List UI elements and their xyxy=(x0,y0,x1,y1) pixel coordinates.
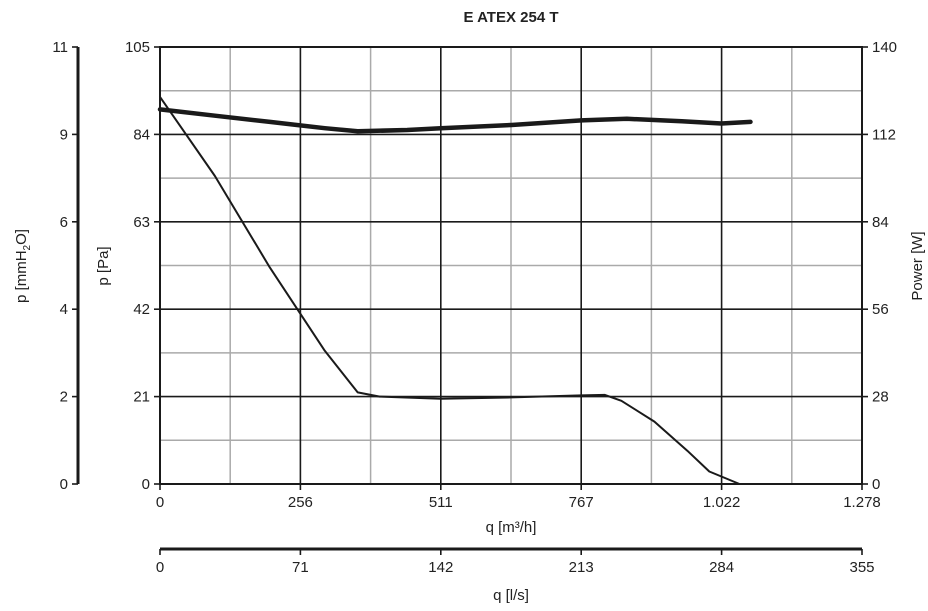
tick-label-mmh2o: 11 xyxy=(52,39,68,56)
tick-label-ls: 284 xyxy=(709,559,734,576)
tick-label-ls: 71 xyxy=(292,559,309,576)
chart-title: E ATEX 254 T xyxy=(463,9,558,26)
tick-label-pa: 42 xyxy=(133,301,150,318)
x-axis-label-m3h: q [m³/h] xyxy=(486,519,537,536)
tick-label-mmh2o: 4 xyxy=(60,301,68,318)
tick-label-mmh2o: 0 xyxy=(60,476,68,493)
tick-label-ls: 213 xyxy=(569,559,594,576)
axes xyxy=(72,46,868,555)
y-axis-label-power: Power [W] xyxy=(909,231,926,300)
plot-frame xyxy=(159,46,863,485)
tick-label-m3h: 256 xyxy=(288,494,313,511)
tick-label-power: 0 xyxy=(872,476,880,493)
tick-label-power: 84 xyxy=(872,214,889,231)
tick-label-power: 28 xyxy=(872,389,889,406)
tick-label-mmh2o: 2 xyxy=(60,389,68,406)
tick-label-pa: 63 xyxy=(133,214,150,231)
pressure-curve xyxy=(159,95,741,485)
y-axis-label-mmh2o: p [mmH2O] xyxy=(13,229,33,303)
tick-label-power: 112 xyxy=(872,126,896,143)
tick-label-mmh2o: 6 xyxy=(60,214,68,231)
grid xyxy=(160,47,862,484)
tick-label-pa: 84 xyxy=(133,126,150,143)
tick-label-power: 140 xyxy=(872,39,897,56)
series-group xyxy=(157,95,753,485)
tick-label-m3h: 1.278 xyxy=(843,494,881,511)
tick-label-ls: 0 xyxy=(156,559,164,576)
tick-label-m3h: 767 xyxy=(569,494,594,511)
tick-label-pa: 105 xyxy=(125,39,150,56)
tick-label-mmh2o: 9 xyxy=(60,126,68,143)
tick-label-power: 56 xyxy=(872,301,889,318)
tick-label-ls: 142 xyxy=(428,559,453,576)
x-axis-label-ls: q [l/s] xyxy=(493,587,529,604)
tick-label-pa: 0 xyxy=(142,476,150,493)
y-axis-label-pa: p [Pa] xyxy=(95,246,112,285)
tick-label-ls: 355 xyxy=(849,559,874,576)
tick-label-m3h: 511 xyxy=(429,494,453,511)
power-curve xyxy=(157,107,753,134)
tick-label-pa: 21 xyxy=(133,389,150,406)
tick-label-m3h: 0 xyxy=(156,494,164,511)
tick-label-m3h: 1.022 xyxy=(703,494,741,511)
